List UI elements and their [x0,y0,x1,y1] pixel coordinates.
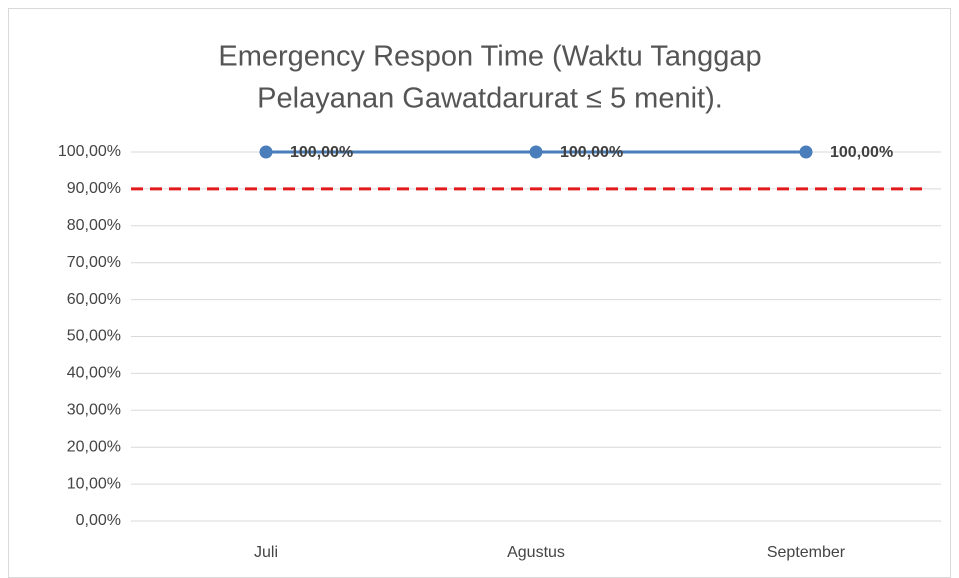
x-tick-label: September [767,544,846,561]
y-tick-label: 90,00% [67,180,121,197]
series-marker [259,145,273,159]
y-tick-label: 70,00% [67,254,121,271]
x-tick-label: Juli [254,544,278,561]
series-marker [529,145,543,159]
chart-border [8,8,951,578]
y-tick-label: 0,00% [76,512,121,529]
chart-title: Pelayanan Gawatdarurat ≤ 5 menit). [257,83,723,115]
data-label: 100,00% [830,144,893,161]
y-tick-label: 20,00% [67,438,121,455]
y-tick-label: 80,00% [67,217,121,234]
y-tick-label: 10,00% [67,475,121,492]
x-tick-label: Agustus [507,544,565,561]
data-label: 100,00% [290,144,353,161]
y-tick-label: 40,00% [67,365,121,382]
data-label: 100,00% [560,144,623,161]
series-marker [799,145,813,159]
y-tick-label: 60,00% [67,291,121,308]
y-tick-label: 30,00% [67,402,121,419]
chart-title: Emergency Respon Time (Waktu Tanggap [218,41,761,73]
y-tick-label: 50,00% [67,328,121,345]
y-tick-label: 100,00% [58,143,121,160]
